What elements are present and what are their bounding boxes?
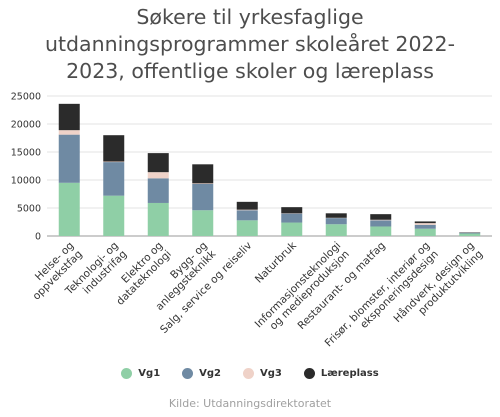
source-note: Kilde: Utdanningsdirektoratet xyxy=(168,397,332,410)
bar-segment xyxy=(325,218,347,225)
bar-segment xyxy=(325,213,347,218)
legend-label-vg1: Vg1 xyxy=(138,368,161,379)
chart-title-line-3: 2023, offentlige skoler og læreplass xyxy=(66,59,434,83)
bar-segment xyxy=(103,135,125,162)
bar-segment xyxy=(147,178,169,203)
legend-swatch-vg1 xyxy=(121,368,133,379)
y-tick-label: 15000 xyxy=(11,148,41,159)
legend-label-laereplass: Læreplass xyxy=(320,368,379,379)
legend-label-vg3: Vg3 xyxy=(260,368,282,379)
legend: Vg1 Vg2 Vg3 Læreplass xyxy=(0,368,500,379)
legend-item-vg1[interactable]: Vg1 xyxy=(121,368,160,379)
bar-segment xyxy=(370,219,392,221)
bar-segment xyxy=(281,213,303,223)
x-tick-label: Naturbruk xyxy=(253,239,300,286)
bar-segment xyxy=(192,183,214,184)
bar-segment xyxy=(236,209,258,211)
bar-segment xyxy=(459,233,481,236)
bar-segment xyxy=(192,164,214,184)
chart-title-line-2: utdanningsprogrammer skoleåret 2022- xyxy=(45,32,455,56)
bar-segment xyxy=(281,207,303,214)
legend-swatch-laereplass xyxy=(303,368,315,379)
bar-segment xyxy=(370,226,392,236)
y-tick-label: 0 xyxy=(35,232,41,243)
y-tick-label: 25000 xyxy=(11,92,41,103)
bar-segment xyxy=(192,183,214,211)
legend-item-laereplass[interactable]: Læreplass xyxy=(303,368,379,379)
y-tick-label: 20000 xyxy=(11,120,41,131)
bar-segment xyxy=(58,182,80,236)
bar-segment xyxy=(370,220,392,227)
x-tick-label-line: Naturbruk xyxy=(253,239,300,286)
bar-segment xyxy=(103,161,125,163)
bar-segment xyxy=(58,134,80,183)
bar-segment xyxy=(414,223,436,225)
bar-segment xyxy=(236,210,258,221)
bar-segment xyxy=(58,103,80,131)
bar-segment xyxy=(236,201,258,210)
bar-segment xyxy=(192,210,214,236)
bar-segment xyxy=(459,232,481,234)
bar-segment xyxy=(236,220,258,236)
legend-swatch-vg3 xyxy=(243,368,255,379)
bar-segment xyxy=(370,214,392,220)
bar-segment xyxy=(58,130,80,135)
bar-segment xyxy=(325,224,347,236)
bar-segment xyxy=(103,195,125,236)
bar-segment xyxy=(147,202,169,236)
bar-segment xyxy=(281,222,303,236)
legend-label-vg2: Vg2 xyxy=(199,368,222,379)
y-tick-label: 10000 xyxy=(11,176,41,187)
bar-segment xyxy=(414,224,436,229)
bar-segment xyxy=(147,172,169,179)
bar-segment xyxy=(147,153,169,173)
bar-segment xyxy=(414,221,436,224)
y-tick-label: 5000 xyxy=(17,204,41,215)
legend-item-vg3[interactable]: Vg3 xyxy=(243,368,282,379)
chart-title: Søkere til yrkesfaglige utdanningsprogra… xyxy=(0,4,500,85)
legend-swatch-vg2 xyxy=(182,368,194,379)
chart-title-line-1: Søkere til yrkesfaglige xyxy=(136,5,364,29)
x-tick-label-line: Informasjonsteknologi xyxy=(253,240,344,331)
legend-item-vg2[interactable]: Vg2 xyxy=(182,368,221,379)
bar-segment xyxy=(414,228,436,236)
bar-segment xyxy=(103,162,125,196)
